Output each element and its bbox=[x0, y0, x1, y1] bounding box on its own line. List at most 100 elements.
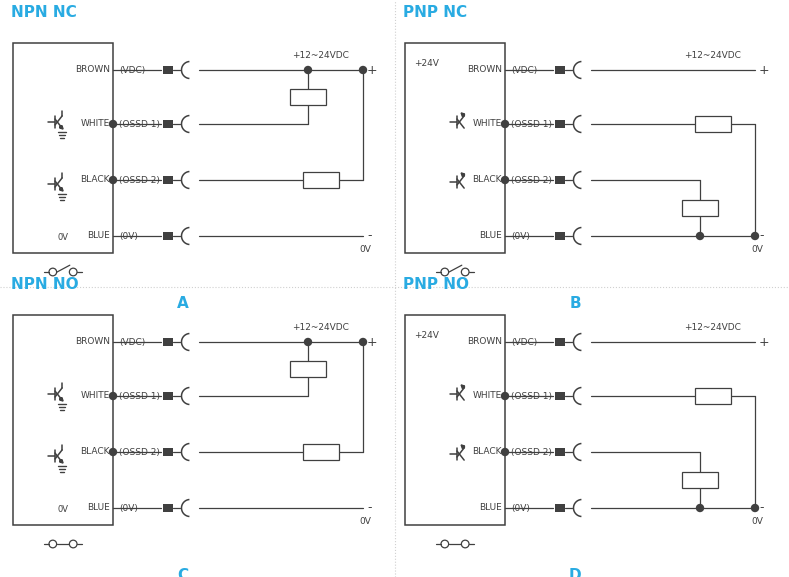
Text: +: + bbox=[759, 63, 769, 77]
Text: BROWN: BROWN bbox=[75, 338, 110, 347]
Text: 0V: 0V bbox=[751, 518, 763, 526]
Text: load: load bbox=[690, 203, 710, 213]
Text: PNP NC: PNP NC bbox=[403, 5, 467, 20]
Bar bbox=[405, 315, 505, 525]
Text: (0V): (0V) bbox=[119, 231, 138, 241]
Text: (0V): (0V) bbox=[511, 504, 530, 512]
Text: 0V: 0V bbox=[751, 245, 763, 254]
Text: WHITE: WHITE bbox=[473, 119, 502, 129]
FancyArrow shape bbox=[461, 385, 465, 388]
Text: (VDC): (VDC) bbox=[119, 66, 145, 74]
Text: +12~24VDC: +12~24VDC bbox=[685, 51, 742, 61]
Circle shape bbox=[502, 121, 508, 128]
Bar bbox=[13, 315, 113, 525]
Text: (OSSD 2): (OSSD 2) bbox=[511, 448, 552, 456]
Text: (VDC): (VDC) bbox=[119, 338, 145, 347]
Text: BROWN: BROWN bbox=[467, 66, 502, 74]
Text: BLUE: BLUE bbox=[479, 231, 502, 241]
FancyArrow shape bbox=[461, 173, 465, 177]
Circle shape bbox=[110, 392, 117, 399]
Circle shape bbox=[305, 66, 312, 73]
Text: -: - bbox=[367, 230, 372, 242]
Text: (0V): (0V) bbox=[511, 231, 530, 241]
Text: C: C bbox=[178, 568, 189, 577]
Text: +24V: +24V bbox=[414, 331, 439, 339]
FancyArrow shape bbox=[59, 188, 63, 191]
Text: WHITE: WHITE bbox=[80, 392, 110, 400]
Circle shape bbox=[751, 504, 758, 511]
Circle shape bbox=[502, 448, 508, 455]
Text: load: load bbox=[297, 92, 319, 102]
Circle shape bbox=[697, 504, 704, 511]
Text: NPN NO: NPN NO bbox=[11, 277, 79, 292]
Text: 0V: 0V bbox=[359, 518, 371, 526]
Bar bbox=[555, 66, 565, 74]
Text: +: + bbox=[759, 335, 769, 349]
FancyArrow shape bbox=[461, 113, 465, 117]
Text: BROWN: BROWN bbox=[75, 66, 110, 74]
Text: (OSSD 2): (OSSD 2) bbox=[119, 448, 160, 456]
FancyArrow shape bbox=[59, 125, 63, 129]
Text: BLACK: BLACK bbox=[473, 175, 502, 185]
Bar bbox=[695, 388, 731, 404]
Bar bbox=[682, 200, 718, 216]
Text: load: load bbox=[690, 475, 710, 485]
Text: BLUE: BLUE bbox=[88, 231, 110, 241]
Circle shape bbox=[110, 121, 117, 128]
Bar bbox=[290, 89, 326, 105]
Circle shape bbox=[697, 233, 704, 239]
Text: +24V: +24V bbox=[414, 58, 439, 68]
Bar bbox=[163, 232, 173, 240]
Text: WHITE: WHITE bbox=[473, 392, 502, 400]
Circle shape bbox=[305, 339, 312, 346]
Text: (OSSD 1): (OSSD 1) bbox=[119, 392, 160, 400]
Bar bbox=[163, 448, 173, 456]
Bar bbox=[555, 120, 565, 128]
Text: D: D bbox=[569, 568, 581, 577]
Bar bbox=[555, 232, 565, 240]
Text: (OSSD 1): (OSSD 1) bbox=[511, 392, 552, 400]
Bar bbox=[163, 176, 173, 184]
Circle shape bbox=[360, 339, 367, 346]
Text: WHITE: WHITE bbox=[80, 119, 110, 129]
Text: BROWN: BROWN bbox=[467, 338, 502, 347]
Circle shape bbox=[110, 448, 117, 455]
Text: -: - bbox=[367, 501, 372, 515]
Text: PNP NO: PNP NO bbox=[403, 277, 469, 292]
Circle shape bbox=[110, 177, 117, 183]
Text: load: load bbox=[311, 175, 331, 185]
Text: 0V: 0V bbox=[58, 505, 69, 515]
Bar bbox=[555, 392, 565, 400]
Circle shape bbox=[502, 177, 508, 183]
Text: load: load bbox=[311, 447, 331, 457]
Text: (OSSD 1): (OSSD 1) bbox=[511, 119, 552, 129]
Text: (VDC): (VDC) bbox=[511, 66, 537, 74]
Text: +12~24VDC: +12~24VDC bbox=[293, 51, 350, 61]
Text: BLACK: BLACK bbox=[80, 175, 110, 185]
Bar bbox=[695, 116, 731, 132]
Text: load: load bbox=[703, 119, 724, 129]
Text: +12~24VDC: +12~24VDC bbox=[685, 324, 742, 332]
Text: +: + bbox=[367, 63, 378, 77]
Bar bbox=[303, 444, 339, 460]
Text: -: - bbox=[759, 230, 764, 242]
Text: BLUE: BLUE bbox=[479, 504, 502, 512]
Text: +12~24VDC: +12~24VDC bbox=[293, 324, 350, 332]
FancyArrow shape bbox=[461, 445, 465, 448]
Text: B: B bbox=[569, 296, 581, 311]
Text: BLACK: BLACK bbox=[473, 448, 502, 456]
Circle shape bbox=[502, 392, 508, 399]
Circle shape bbox=[751, 233, 758, 239]
Text: load: load bbox=[703, 391, 724, 401]
Bar bbox=[163, 66, 173, 74]
Bar bbox=[163, 392, 173, 400]
Text: 0V: 0V bbox=[58, 234, 69, 242]
FancyArrow shape bbox=[59, 459, 63, 463]
Text: (0V): (0V) bbox=[119, 504, 138, 512]
Bar bbox=[555, 504, 565, 512]
Bar bbox=[163, 504, 173, 512]
Text: BLACK: BLACK bbox=[80, 448, 110, 456]
Text: -: - bbox=[759, 501, 764, 515]
Bar bbox=[555, 338, 565, 346]
Bar bbox=[303, 172, 339, 188]
